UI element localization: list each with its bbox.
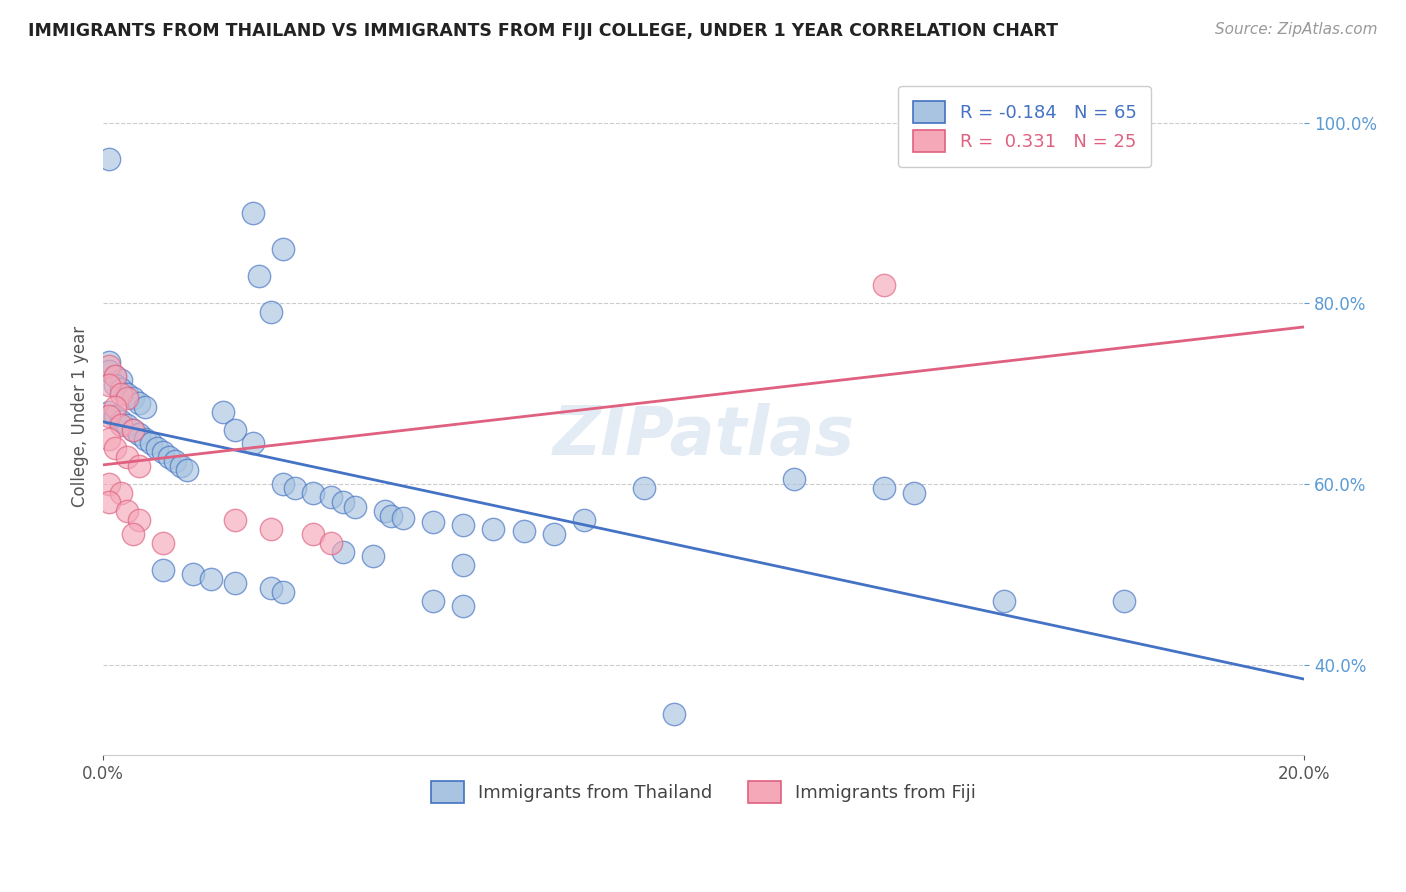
- Point: [98, 377, 121, 392]
- Point: [453, 599, 475, 613]
- Point: [128, 395, 150, 409]
- Point: [134, 400, 156, 414]
- Point: [98, 409, 121, 424]
- Point: [260, 522, 283, 536]
- Point: [110, 373, 132, 387]
- Point: [260, 581, 283, 595]
- Point: [453, 558, 475, 573]
- Point: [422, 515, 444, 529]
- Point: [302, 526, 325, 541]
- Point: [453, 517, 475, 532]
- Legend: Immigrants from Thailand, Immigrants from Fiji: Immigrants from Thailand, Immigrants fro…: [420, 770, 987, 814]
- Point: [783, 472, 806, 486]
- Point: [242, 436, 264, 450]
- Point: [212, 404, 235, 418]
- Point: [104, 368, 127, 383]
- Point: [271, 477, 294, 491]
- Point: [176, 463, 198, 477]
- Point: [115, 418, 138, 433]
- Point: [134, 432, 156, 446]
- Point: [104, 400, 127, 414]
- Text: IMMIGRANTS FROM THAILAND VS IMMIGRANTS FROM FIJI COLLEGE, UNDER 1 YEAR CORRELATI: IMMIGRANTS FROM THAILAND VS IMMIGRANTS F…: [28, 22, 1059, 40]
- Point: [110, 414, 132, 428]
- Point: [247, 269, 270, 284]
- Point: [122, 423, 145, 437]
- Point: [128, 427, 150, 442]
- Point: [873, 278, 896, 293]
- Point: [128, 513, 150, 527]
- Point: [392, 511, 415, 525]
- Point: [98, 364, 121, 378]
- Point: [152, 535, 174, 549]
- Point: [332, 544, 354, 558]
- Point: [363, 549, 385, 564]
- Point: [200, 572, 222, 586]
- Point: [380, 508, 402, 523]
- Point: [572, 513, 595, 527]
- Point: [873, 482, 896, 496]
- Point: [633, 482, 655, 496]
- Point: [98, 495, 121, 509]
- Point: [115, 386, 138, 401]
- Point: [115, 450, 138, 464]
- Point: [146, 441, 169, 455]
- Point: [302, 486, 325, 500]
- Point: [128, 458, 150, 473]
- Point: [482, 522, 505, 536]
- Point: [374, 504, 396, 518]
- Point: [110, 418, 132, 433]
- Point: [321, 491, 343, 505]
- Point: [422, 594, 444, 608]
- Point: [224, 513, 246, 527]
- Point: [543, 526, 565, 541]
- Point: [152, 563, 174, 577]
- Point: [224, 423, 246, 437]
- Point: [260, 305, 283, 319]
- Point: [662, 707, 685, 722]
- Point: [104, 377, 127, 392]
- Point: [181, 567, 204, 582]
- Point: [242, 206, 264, 220]
- Point: [170, 458, 193, 473]
- Point: [224, 576, 246, 591]
- Point: [271, 242, 294, 256]
- Point: [344, 500, 367, 514]
- Point: [122, 423, 145, 437]
- Point: [98, 359, 121, 374]
- Point: [122, 526, 145, 541]
- Point: [110, 486, 132, 500]
- Point: [157, 450, 180, 464]
- Point: [332, 495, 354, 509]
- Point: [104, 409, 127, 424]
- Point: [512, 524, 534, 538]
- Point: [165, 454, 187, 468]
- Point: [271, 585, 294, 599]
- Point: [321, 535, 343, 549]
- Point: [98, 355, 121, 369]
- Point: [110, 386, 132, 401]
- Point: [122, 391, 145, 405]
- Point: [1112, 594, 1135, 608]
- Point: [104, 441, 127, 455]
- Point: [115, 391, 138, 405]
- Point: [98, 432, 121, 446]
- Point: [903, 486, 925, 500]
- Point: [152, 445, 174, 459]
- Point: [115, 504, 138, 518]
- Point: [284, 482, 307, 496]
- Point: [98, 152, 121, 166]
- Point: [110, 382, 132, 396]
- Y-axis label: College, Under 1 year: College, Under 1 year: [72, 326, 89, 507]
- Point: [104, 368, 127, 383]
- Point: [141, 436, 163, 450]
- Point: [98, 404, 121, 418]
- Text: ZIPatlas: ZIPatlas: [553, 403, 855, 469]
- Point: [993, 594, 1015, 608]
- Point: [98, 477, 121, 491]
- Text: Source: ZipAtlas.com: Source: ZipAtlas.com: [1215, 22, 1378, 37]
